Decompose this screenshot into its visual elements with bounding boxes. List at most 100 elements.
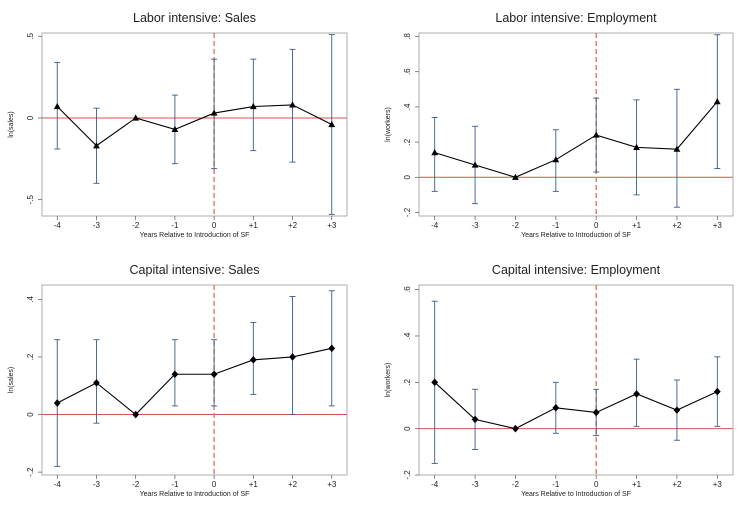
y-tick-label: -.2 [403, 470, 412, 480]
x-tick-label: +3 [713, 221, 723, 230]
y-tick-label: 0 [26, 115, 35, 120]
x-axis-label: Years Relative to Introduction of SF [521, 232, 631, 239]
x-tick-label: -2 [132, 221, 140, 230]
y-tick-label: .2 [403, 378, 412, 385]
triangle-marker [93, 142, 100, 149]
triangle-marker [53, 102, 61, 110]
x-tick-label: 0 [212, 480, 217, 489]
y-tick-label: 0 [403, 175, 412, 180]
x-tick-label: 0 [212, 221, 217, 230]
diamond-marker [328, 344, 336, 353]
estimate-line [434, 101, 718, 178]
y-axis-label: ln(sales) [8, 111, 15, 137]
panel-capital-sales: Capital intensive: Sales Years Relative … [8, 263, 348, 498]
diamond-marker [592, 408, 600, 417]
plot-frame [41, 284, 348, 476]
y-tick-label: 0 [26, 412, 35, 417]
plot-frame [418, 284, 734, 476]
x-tick-label: +2 [672, 480, 682, 489]
triangle-marker [713, 98, 721, 105]
diamond-marker [53, 399, 61, 407]
y-tick-label: 0 [403, 426, 412, 431]
triangle-marker [552, 156, 560, 163]
y-tick-label: .2 [26, 353, 35, 360]
x-axis-label: Years Relative to Introduction of SF [521, 491, 631, 498]
x-tick-label: -2 [132, 480, 140, 489]
triangle-marker [512, 173, 519, 180]
diamond-marker [289, 353, 296, 361]
x-tick-label: -1 [171, 480, 179, 489]
x-tick-label: -2 [512, 480, 520, 489]
x-tick-label: 0 [594, 480, 599, 489]
diamond-marker [171, 370, 179, 379]
x-tick-label: +1 [249, 480, 259, 489]
triangle-marker [471, 161, 479, 168]
diamond-marker [713, 387, 721, 396]
x-tick-label: +1 [632, 221, 642, 230]
estimate-line [56, 347, 332, 416]
estimate-line [434, 381, 718, 430]
x-tick-label: -3 [472, 480, 480, 489]
triangle-marker [132, 114, 140, 121]
estimate-line [56, 104, 332, 147]
x-tick-label: +1 [249, 221, 259, 230]
y-tick-label: -.2 [26, 467, 35, 477]
diamond-marker [210, 370, 218, 379]
x-tick-label: +1 [632, 480, 642, 489]
x-tick-label: 0 [594, 221, 599, 230]
x-tick-label: -2 [512, 221, 520, 230]
y-tick-label: .2 [403, 138, 412, 145]
triangle-marker [328, 120, 336, 128]
plot-frame [41, 32, 348, 217]
y-axis-label: ln(workers) [385, 107, 392, 142]
triangle-marker [210, 109, 218, 116]
triangle-marker [673, 145, 681, 152]
panel-title: Labor intensive: Employment [495, 11, 657, 25]
x-tick-label: +3 [713, 480, 723, 489]
x-tick-label: +3 [327, 221, 337, 230]
diamond-marker [552, 404, 560, 412]
diamond-marker [93, 379, 100, 387]
y-tick-label: .4 [26, 296, 35, 303]
panel-title: Capital intensive: Employment [492, 263, 661, 277]
panel-title: Capital intensive: Sales [130, 263, 260, 277]
triangle-marker [171, 125, 179, 133]
x-axis-label: Years Relative to Introduction of SF [140, 491, 250, 498]
triangle-marker [289, 101, 296, 108]
x-tick-label: -1 [552, 480, 560, 489]
diamond-marker [132, 410, 140, 419]
y-axis-label: ln(sales) [8, 367, 15, 393]
triangle-marker [249, 102, 257, 110]
plot-frame [418, 32, 734, 217]
x-tick-label: -1 [552, 221, 560, 230]
x-tick-label: +2 [288, 480, 298, 489]
panel-labor-employment: Labor intensive: Employment Years Relati… [385, 11, 734, 239]
panel-labor-sales: Labor intensive: Sales Years Relative to… [8, 11, 348, 239]
y-tick-label: .4 [403, 103, 412, 110]
panel-title: Labor intensive: Sales [133, 11, 256, 25]
x-tick-label: -4 [54, 221, 62, 230]
diamond-marker [249, 356, 257, 364]
y-axis-label: ln(workers) [385, 363, 392, 398]
x-tick-label: -3 [93, 221, 101, 230]
panel-capital-employment: Capital intensive: Employment Years Rela… [385, 263, 734, 498]
y-tick-label: .6 [403, 68, 412, 75]
diamond-marker [431, 378, 439, 387]
triangle-marker [592, 131, 600, 138]
y-tick-label: .8 [403, 33, 412, 40]
diamond-marker [471, 415, 479, 424]
x-tick-label: -4 [54, 480, 62, 489]
triangle-marker [633, 143, 640, 150]
y-tick-label: .5 [26, 32, 35, 39]
x-tick-label: +2 [672, 221, 682, 230]
diamond-marker [673, 406, 681, 414]
y-tick-label: .6 [403, 286, 412, 293]
y-tick-label: .4 [403, 332, 412, 339]
x-tick-label: -4 [431, 480, 439, 489]
y-tick-label: -.2 [403, 207, 412, 217]
x-axis-label: Years Relative to Introduction of SF [140, 232, 250, 239]
x-tick-label: -3 [93, 480, 101, 489]
y-tick-label: -.5 [26, 194, 35, 204]
triangle-marker [431, 149, 439, 156]
